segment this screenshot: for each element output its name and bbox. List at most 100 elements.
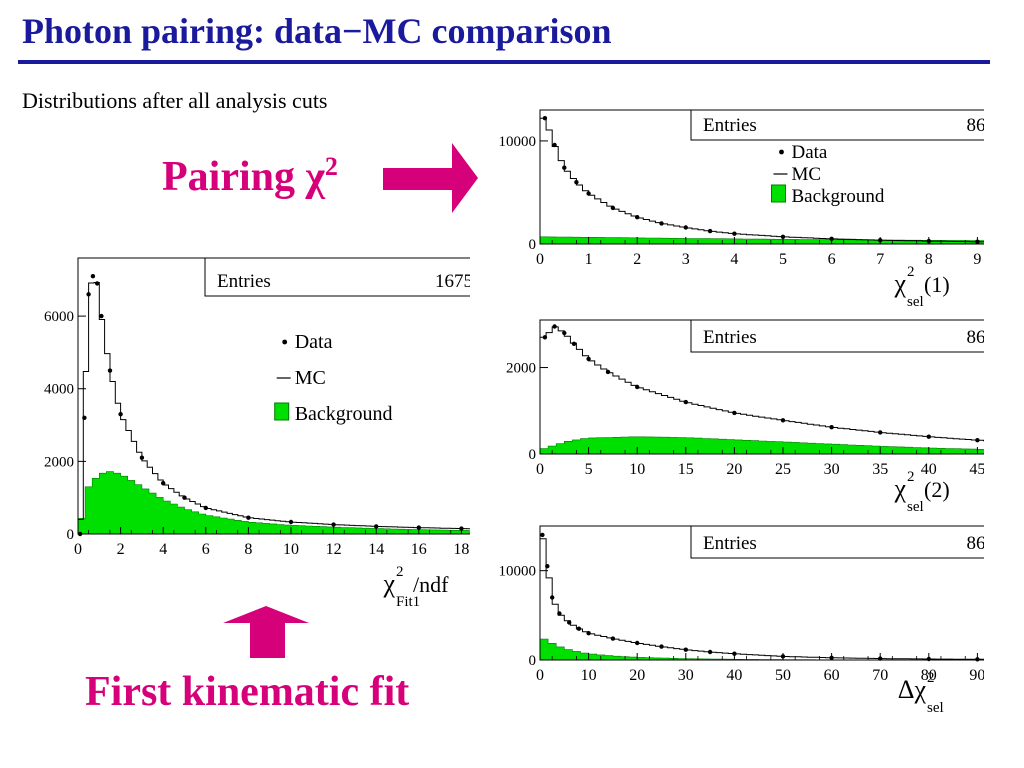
data-point: [552, 142, 557, 148]
legend-data-marker: [282, 339, 288, 345]
data-point: [683, 225, 688, 230]
data-point: [540, 532, 545, 538]
x-tick-label: 20: [726, 461, 742, 478]
entries-box: [204, 257, 470, 297]
data-point: [550, 595, 555, 600]
legend-mc: MC: [295, 367, 326, 389]
entries-label: Entries: [703, 533, 757, 554]
y-tick-label: 4000: [44, 382, 74, 398]
data-point: [562, 330, 567, 336]
entries-value: 86499: [967, 327, 985, 348]
x-label-sub: sel: [907, 294, 924, 307]
x-label-tail: (1): [924, 272, 950, 297]
legend-data: Data: [792, 142, 828, 163]
up-arrow-icon: [223, 606, 309, 658]
data-point: [586, 631, 591, 636]
data-point: [203, 505, 208, 511]
x-tick-label: 6: [202, 541, 210, 558]
data-point: [82, 415, 87, 420]
x-label-main: Δχ: [898, 675, 927, 704]
x-axis-label: χ 2 sel(1): [893, 264, 949, 307]
y-tick-label: 10000: [499, 134, 537, 150]
x-tick-label: 60: [824, 667, 840, 684]
data-point: [557, 611, 562, 616]
x-tick-label: 10: [581, 667, 597, 684]
data-point: [605, 369, 611, 375]
x-tick-label: 9: [973, 251, 981, 268]
data-point: [683, 647, 688, 652]
data-point: [562, 165, 567, 170]
data-point: [161, 481, 166, 486]
x-tick-label: 0: [536, 251, 544, 268]
right-arrow-icon: [383, 143, 478, 213]
slide-title: Photon pairing: data−MC comparison: [22, 11, 612, 51]
x-label-tail: (2): [924, 477, 950, 502]
data-point: [90, 274, 96, 279]
x-tick-label: 0: [74, 541, 82, 558]
first-kinematic-fit-label: First kinematic fit: [85, 669, 410, 715]
x-tick-label: 0: [536, 461, 544, 478]
data-point: [707, 228, 713, 234]
data-point: [659, 221, 664, 226]
x-label-main: χ: [893, 474, 906, 503]
x-tick-label: 4: [159, 541, 167, 558]
legend-background-marker: [274, 402, 290, 421]
x-tick-label: 40: [921, 461, 937, 478]
entries-value: 86499: [967, 533, 985, 554]
x-tick-label: 12: [326, 541, 342, 558]
x-label-main: χ: [893, 269, 906, 298]
x-axis-label: χ 2 sel(2): [893, 469, 949, 515]
y-tick-label: 0: [529, 447, 537, 463]
chart-chi2sel-2: 0510152025303540455002000Entries86499χ2s…: [506, 319, 985, 515]
x-tick-label: 0: [536, 667, 544, 684]
pairing-label-sup: 2: [324, 152, 338, 181]
data-point: [829, 425, 834, 430]
x-label-sub: sel: [907, 499, 924, 515]
data-point: [610, 205, 616, 211]
x-tick-label: 25: [775, 461, 791, 478]
pairing-label-text: Pairing χ: [162, 154, 325, 200]
x-tick-label: 90: [969, 667, 984, 684]
y-tick-label: 0: [529, 653, 537, 669]
x-tick-label: 5: [585, 461, 593, 478]
x-tick-label: 18: [453, 541, 469, 558]
data-point: [107, 368, 113, 373]
background-histogram: [77, 471, 470, 535]
data-point: [542, 335, 548, 340]
y-tick-label: 2000: [44, 454, 74, 470]
data-point: [780, 234, 786, 239]
x-tick-label: 7: [876, 251, 884, 268]
x-tick-label: 1: [585, 251, 593, 268]
x-axis-label: Δχ 2 sel: [898, 670, 944, 716]
x-tick-label: 16: [411, 541, 427, 558]
data-point: [780, 418, 786, 423]
legend-background: Background: [295, 403, 393, 425]
entries-box: [690, 525, 984, 559]
data-point: [567, 620, 572, 625]
x-tick-label: 10: [283, 541, 299, 558]
y-tick-label: 0: [67, 527, 75, 543]
y-tick-label: 2000: [506, 361, 536, 377]
x-tick-label: 8: [925, 251, 933, 268]
data-point: [732, 231, 737, 236]
data-point: [86, 292, 91, 297]
background-histogram: [539, 436, 984, 455]
chart-delta-chi2sel: 0102030405060708090100010000Entries86499…: [499, 525, 985, 716]
slide-subtitle: Distributions after all analysis cuts: [22, 88, 328, 113]
data-point: [552, 324, 557, 329]
x-label-sup: 2: [907, 469, 915, 485]
pairing-chi2-label: Pairing χ2: [162, 152, 338, 201]
x-label-main: χ: [382, 569, 395, 598]
x-label-sup: 2: [927, 670, 935, 686]
x-axis-label: χ 2 Fit1/ndf: [382, 564, 449, 610]
x-label-sub: sel: [927, 700, 944, 716]
data-point: [374, 524, 379, 529]
background-histogram: [539, 236, 984, 245]
x-tick-label: 40: [726, 667, 742, 684]
x-tick-label: 30: [824, 461, 840, 478]
y-tick-label: 0: [529, 237, 537, 253]
data-point: [586, 191, 591, 196]
data-point: [331, 522, 336, 527]
x-tick-label: 2: [117, 541, 125, 558]
